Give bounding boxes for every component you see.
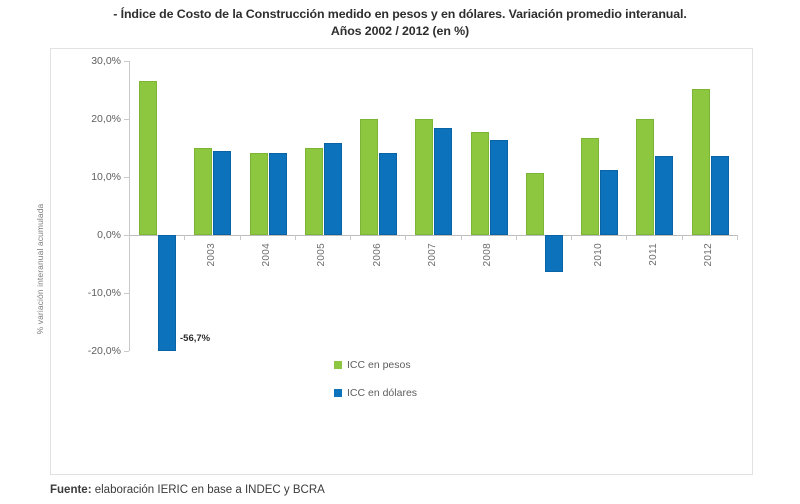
bar-icc-en-dólares-2003 [213,151,232,235]
x-axis-tick [129,235,130,240]
bar-icc-en-dólares-2012 [710,156,729,235]
x-axis-tick [681,235,683,240]
x-axis-label-2012: 2012 [703,243,715,267]
bar-group [240,61,295,351]
bar-icc-en-pesos-2009 [525,172,544,235]
bar-icc-en-pesos-2012 [691,88,710,235]
bar-icc-en-pesos-2008 [470,131,489,235]
y-axis-line [129,61,130,351]
x-axis-label-2011: 2011 [648,243,660,266]
x-axis-label-2006: 2006 [371,243,383,267]
bar-value-annotation: -56,7% [180,333,211,344]
legend-swatch-icon [334,361,342,369]
legend-item[interactable]: ICC en dólares [334,387,417,399]
bar-group [184,61,239,351]
legend-label: ICC en dólares [347,387,418,399]
x-axis-label-2008: 2008 [482,243,494,267]
bar-group [516,61,571,351]
x-axis-tick [737,235,738,240]
bar-icc-en-pesos-2007 [415,119,434,235]
bar-group [571,61,626,351]
bar-group [626,61,681,351]
y-axis-tick-label: -20,0% [87,345,121,357]
x-axis-label-2003: 2003 [205,243,217,267]
source-text: elaboración IERIC en base a INDEC y BCRA [91,484,325,496]
x-axis-tick [184,235,186,240]
bar-icc-en-pesos-2006 [360,119,379,235]
bar-icc-en-pesos-2002 [139,81,157,235]
y-axis-tick-label: 30,0% [91,55,121,67]
chart-title: - Índice de Costo de la Construcción med… [0,6,800,40]
bar-icc-en-pesos-2010 [581,138,600,235]
x-axis-tick [405,235,407,240]
bar-icc-en-dólares-2006 [379,153,398,235]
x-axis-tick [350,235,352,240]
bar-group [350,61,405,351]
bar-icc-en-dólares-2004 [268,153,287,235]
chart-area: % variación interanual acumulada 30,0% 20… [35,48,753,475]
source-label: Fuente: [50,484,92,496]
bar-icc-en-pesos-2003 [194,148,213,235]
bar-icc-en-dólares-2008 [489,140,508,235]
y-axis-tick [124,351,129,352]
y-axis-tick-label: 10,0% [91,171,121,183]
bar-icc-en-dólares-2005 [323,143,342,235]
bar-icc-en-dólares-2010 [600,170,619,235]
bar-icc-en-pesos-2005 [304,148,323,235]
bar-group [129,61,184,351]
bar-icc-en-dólares-2009 [544,235,563,273]
bar-icc-en-dólares-2002 [158,235,176,351]
bar-group [405,61,460,351]
bar-group [461,61,516,351]
plot-area: 30,0% 20,0% 10,0% 0,0% -10,0% -20,0% -56,7% 2… [88,55,738,357]
x-axis-tick [239,235,241,240]
legend-item[interactable]: ICC en pesos [334,359,417,371]
y-axis-tick [124,177,129,178]
zero-baseline [129,235,737,236]
legend-swatch-icon [334,389,342,397]
y-axis-tick [124,61,129,62]
x-axis-tick [515,235,517,240]
bar-icc-en-pesos-2004 [249,152,268,235]
x-axis-tick [571,235,573,240]
chart-title-line-1: - Índice de Costo de la Construcción med… [113,7,687,21]
x-axis-tick [460,235,462,240]
y-axis-tick-label: 20,0% [91,113,121,125]
bar-group [682,61,737,351]
legend-label: ICC en pesos [347,359,411,371]
x-axis-tick [294,235,296,240]
x-axis-tick [626,235,628,240]
x-axis-label-2004: 2004 [261,243,273,267]
y-axis-tick [124,293,129,294]
x-axis-label-2005: 2005 [316,243,328,267]
y-axis-tick [124,235,129,236]
x-axis-label-2007: 2007 [427,243,438,267]
bar-icc-en-dólares-2007 [434,128,453,235]
y-axis-tick-label: -10,0% [87,287,121,299]
y-axis-tick [124,119,129,120]
bar-icc-en-dólares-2011 [655,155,674,235]
y-axis-tick-label: 0,0% [97,229,121,241]
bar-group [295,61,350,351]
bar-icc-en-pesos-2011 [636,119,655,235]
chart-legend: ICC en pesos ICC en dólares [334,359,417,415]
source-footer: Fuente: elaboración IERIC en base a INDE… [50,484,325,496]
chart-title-line-2: Años 2002 / 2012 (en %) [330,24,470,38]
y-axis-title: % variación interanual acumulada [35,203,45,335]
x-axis-label-2010: 2010 [592,243,604,267]
